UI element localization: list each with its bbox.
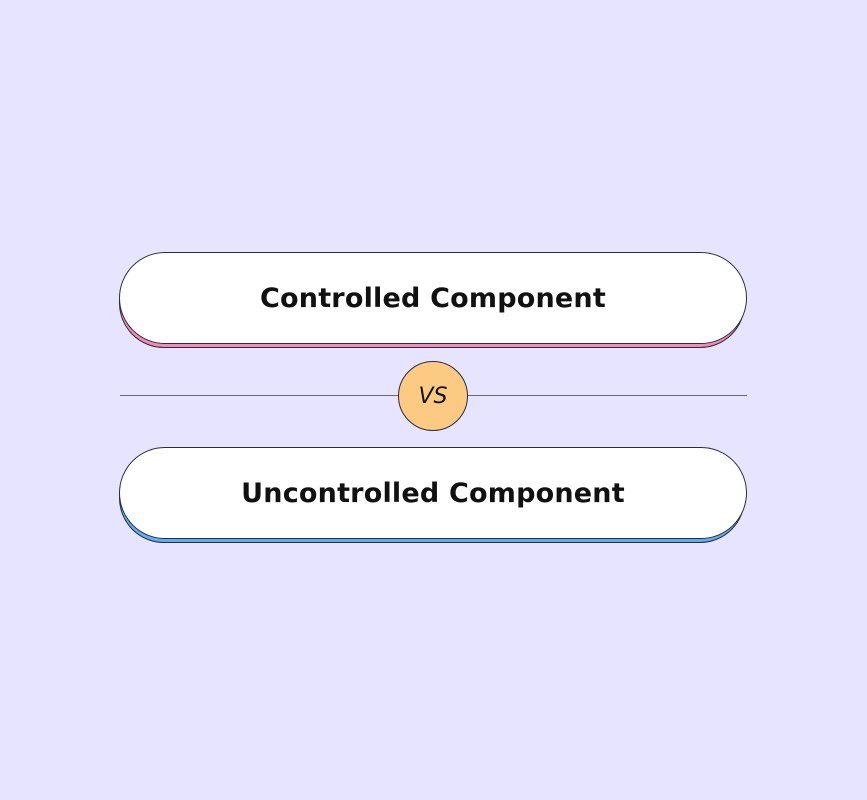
controlled-component-label: Controlled Component (260, 282, 606, 314)
uncontrolled-component-label: Uncontrolled Component (241, 477, 625, 509)
vs-badge: VS (398, 361, 468, 431)
uncontrolled-component-pill: Uncontrolled Component (119, 447, 747, 539)
controlled-component-pill: Controlled Component (119, 252, 747, 344)
vs-label: VS (418, 383, 448, 409)
controlled-component-card: Controlled Component (119, 252, 747, 350)
uncontrolled-component-card: Uncontrolled Component (119, 447, 747, 545)
